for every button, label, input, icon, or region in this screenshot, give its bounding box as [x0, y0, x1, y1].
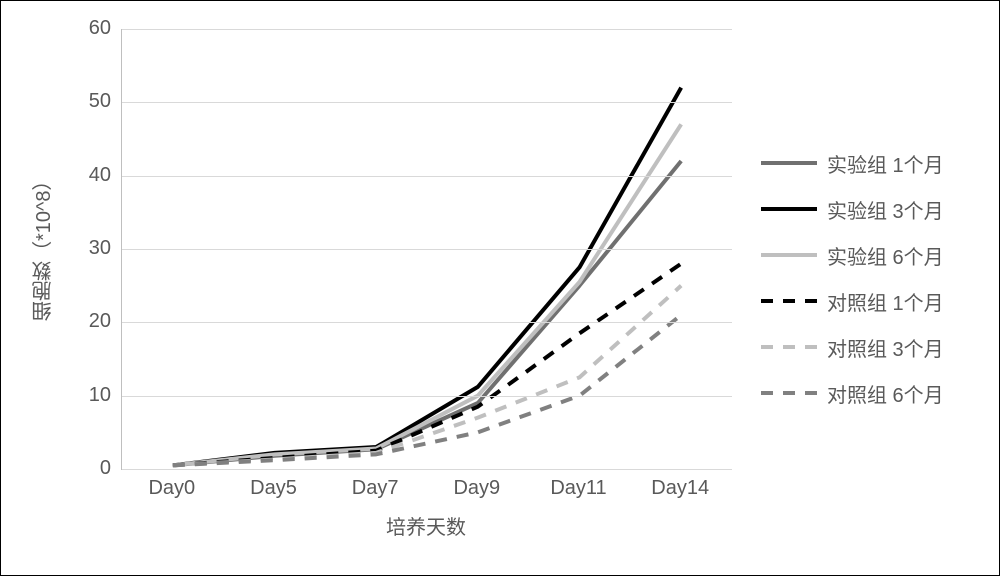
legend-label: 对照组 1个月	[827, 287, 944, 316]
series-line	[173, 88, 681, 466]
y-tick: 40	[66, 164, 111, 187]
gridline	[122, 322, 732, 323]
legend-swatch	[761, 389, 817, 397]
legend-item: 对照组 6个月	[761, 381, 944, 405]
gridline	[122, 176, 732, 177]
x-tick: Day14	[630, 477, 730, 500]
legend-label: 实验组 3个月	[827, 195, 944, 224]
legend-item: 实验组 6个月	[761, 243, 944, 267]
plot-area	[121, 29, 732, 470]
legend-item: 实验组 3个月	[761, 197, 944, 221]
x-tick: Day11	[529, 477, 629, 500]
legend-label: 实验组 6个月	[827, 241, 944, 270]
y-tick: 0	[66, 457, 111, 480]
y-tick: 50	[66, 90, 111, 113]
x-tick: Day9	[427, 477, 527, 500]
y-tick: 30	[66, 237, 111, 260]
y-tick: 60	[66, 17, 111, 40]
series-line	[173, 264, 681, 466]
series-line	[173, 161, 681, 465]
gridline	[122, 102, 732, 103]
gridline	[122, 396, 732, 397]
x-tick: Day5	[224, 477, 324, 500]
legend: 实验组 1个月实验组 3个月实验组 6个月对照组 1个月对照组 3个月对照组 6…	[761, 151, 944, 427]
y-tick: 20	[66, 310, 111, 333]
legend-swatch	[761, 205, 817, 213]
legend-swatch	[761, 251, 817, 259]
chart-container: 细胞数（*10^8） 0102030405060 Day0Day5Day7Day…	[0, 0, 1000, 576]
legend-swatch	[761, 159, 817, 167]
y-tick: 10	[66, 384, 111, 407]
gridline	[122, 29, 732, 30]
legend-label: 对照组 6个月	[827, 379, 944, 408]
gridline	[122, 249, 732, 250]
gridline	[122, 469, 732, 470]
x-tick: Day0	[122, 477, 222, 500]
x-tick: Day7	[325, 477, 425, 500]
legend-item: 实验组 1个月	[761, 151, 944, 175]
y-axis-label: 细胞数（*10^8）	[29, 111, 58, 381]
legend-swatch	[761, 297, 817, 305]
legend-swatch	[761, 343, 817, 351]
legend-label: 实验组 1个月	[827, 149, 944, 178]
legend-label: 对照组 3个月	[827, 333, 944, 362]
legend-item: 对照组 1个月	[761, 289, 944, 313]
series-line	[173, 315, 681, 465]
x-axis-label: 培养天数	[121, 511, 731, 540]
legend-item: 对照组 3个月	[761, 335, 944, 359]
